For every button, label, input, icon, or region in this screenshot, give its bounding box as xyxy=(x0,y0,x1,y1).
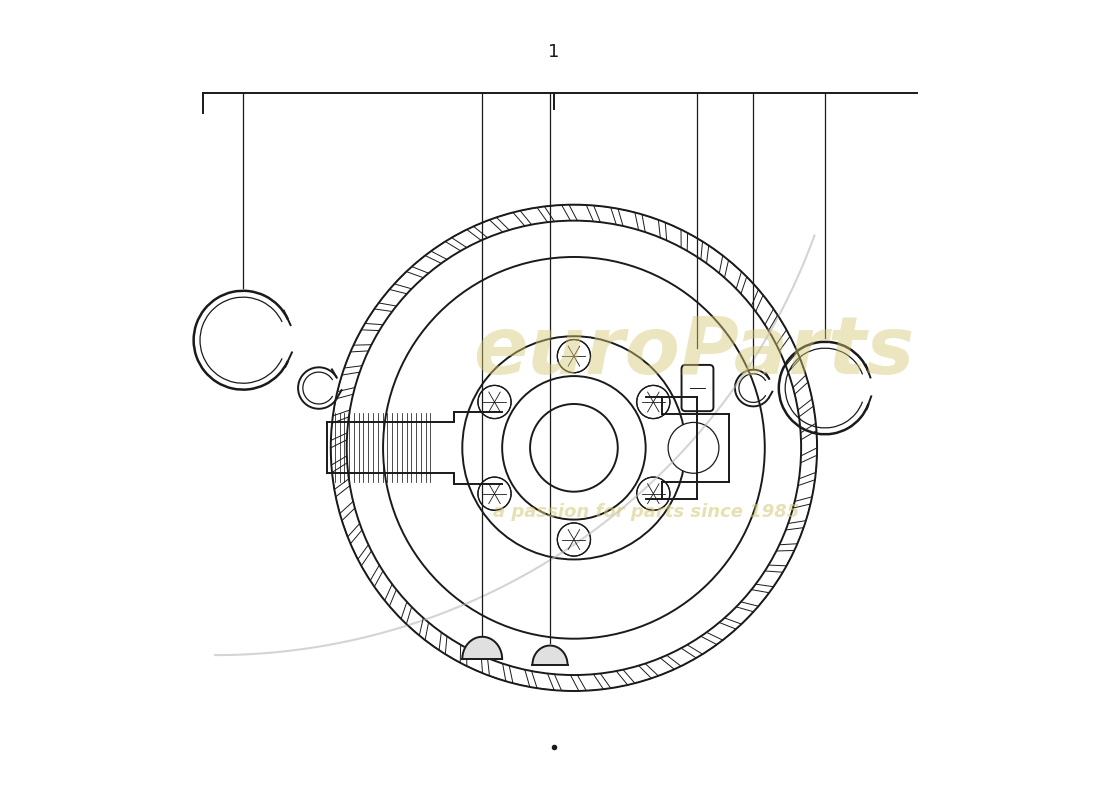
Circle shape xyxy=(668,422,719,474)
Circle shape xyxy=(346,221,801,675)
Circle shape xyxy=(477,386,512,418)
Text: euroParts: euroParts xyxy=(473,313,914,391)
Circle shape xyxy=(530,404,618,492)
Circle shape xyxy=(637,477,670,510)
Circle shape xyxy=(637,386,670,418)
FancyBboxPatch shape xyxy=(682,365,714,411)
Text: a passion for parts since 1985: a passion for parts since 1985 xyxy=(493,502,799,521)
Circle shape xyxy=(462,336,685,559)
Polygon shape xyxy=(532,646,568,665)
Polygon shape xyxy=(462,637,503,659)
Text: 1: 1 xyxy=(548,43,560,61)
Circle shape xyxy=(558,339,591,373)
Circle shape xyxy=(558,523,591,556)
Circle shape xyxy=(503,376,646,519)
Circle shape xyxy=(477,477,512,510)
